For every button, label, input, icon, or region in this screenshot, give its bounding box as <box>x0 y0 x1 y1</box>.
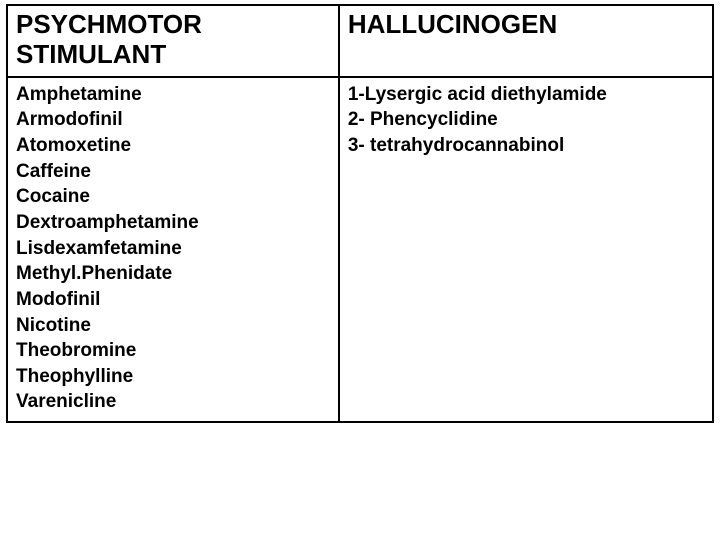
table-header-row: PSYCHMOTOR STIMULANT HALLUCINOGEN <box>7 5 713 77</box>
list-item: 2- Phencyclidine <box>348 107 704 133</box>
list-item: Dextroamphetamine <box>16 210 330 236</box>
list-item: Modofinil <box>16 287 330 313</box>
list-item: Lisdexamfetamine <box>16 236 330 262</box>
list-item: Varenicline <box>16 389 330 415</box>
list-item: Armodofinil <box>16 107 330 133</box>
list-item: Nicotine <box>16 313 330 339</box>
list-item: 1-Lysergic acid diethylamide <box>348 82 704 108</box>
list-item: Amphetamine <box>16 82 330 108</box>
drug-table: PSYCHMOTOR STIMULANT HALLUCINOGEN Amphet… <box>6 4 714 423</box>
page-container: PSYCHMOTOR STIMULANT HALLUCINOGEN Amphet… <box>0 0 720 423</box>
list-item: Theobromine <box>16 338 330 364</box>
header-psychmotor: PSYCHMOTOR STIMULANT <box>7 5 339 77</box>
list-item: Cocaine <box>16 184 330 210</box>
list-item: Theophylline <box>16 364 330 390</box>
table-row: AmphetamineArmodofinilAtomoxetineCaffein… <box>7 77 713 422</box>
list-item: 3- tetrahydrocannabinol <box>348 133 704 159</box>
cell-psychmotor-list: AmphetamineArmodofinilAtomoxetineCaffein… <box>7 77 339 422</box>
list-item: Methyl.Phenidate <box>16 261 330 287</box>
list-item: Atomoxetine <box>16 133 330 159</box>
header-hallucinogen: HALLUCINOGEN <box>339 5 713 77</box>
list-item: Caffeine <box>16 159 330 185</box>
cell-hallucinogen-list: 1-Lysergic acid diethylamide2- Phencycli… <box>339 77 713 422</box>
